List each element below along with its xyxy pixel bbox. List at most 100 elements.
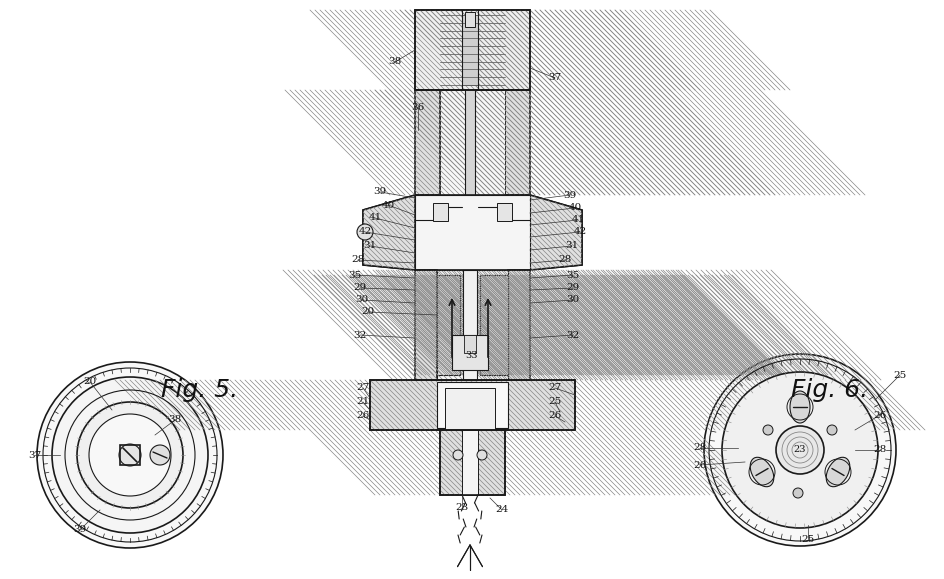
Circle shape <box>793 488 803 498</box>
Text: 27: 27 <box>357 383 370 393</box>
Text: 31: 31 <box>363 241 377 251</box>
Text: 20: 20 <box>83 378 96 387</box>
Bar <box>440 430 505 495</box>
Text: 35: 35 <box>566 270 580 280</box>
Text: 35: 35 <box>348 270 362 280</box>
Text: 23: 23 <box>794 445 806 455</box>
Text: 30: 30 <box>566 295 580 305</box>
Text: 37: 37 <box>28 450 42 460</box>
Text: 36: 36 <box>412 104 425 112</box>
Text: 39: 39 <box>374 188 387 196</box>
Bar <box>415 10 530 90</box>
Ellipse shape <box>750 457 774 487</box>
Ellipse shape <box>826 457 850 487</box>
Circle shape <box>150 445 170 465</box>
Text: 25: 25 <box>548 398 562 406</box>
Bar <box>440 90 505 195</box>
Bar <box>462 430 478 495</box>
Text: 31: 31 <box>565 241 579 251</box>
Text: 39: 39 <box>74 526 87 534</box>
Polygon shape <box>363 195 415 270</box>
Text: 40: 40 <box>568 203 582 212</box>
Text: 28: 28 <box>351 255 364 265</box>
Text: 28: 28 <box>558 255 572 265</box>
Text: 24: 24 <box>496 505 509 515</box>
Bar <box>415 90 440 195</box>
Bar <box>415 195 530 270</box>
Bar <box>463 270 477 380</box>
Text: 42: 42 <box>573 228 586 236</box>
Bar <box>505 90 530 195</box>
Text: 21: 21 <box>357 398 370 406</box>
Text: 29: 29 <box>566 284 580 292</box>
Circle shape <box>734 384 866 516</box>
Text: 32: 32 <box>566 331 580 339</box>
Circle shape <box>704 354 896 546</box>
Bar <box>415 90 440 195</box>
Circle shape <box>52 377 208 533</box>
Bar <box>415 270 437 380</box>
Text: 20: 20 <box>362 307 375 317</box>
Text: 32: 32 <box>353 331 366 339</box>
Bar <box>480 275 508 375</box>
Bar <box>452 335 488 370</box>
Circle shape <box>77 402 183 508</box>
Text: 23: 23 <box>455 504 468 512</box>
Ellipse shape <box>790 391 810 423</box>
Text: 41: 41 <box>368 214 381 222</box>
Bar <box>370 380 575 430</box>
Bar <box>415 270 437 380</box>
Bar <box>464 335 476 353</box>
Text: Fig. 5.: Fig. 5. <box>161 378 239 402</box>
Text: 27: 27 <box>548 383 562 393</box>
Bar <box>505 10 530 90</box>
Circle shape <box>776 426 824 474</box>
Text: 41: 41 <box>571 215 584 225</box>
Bar <box>437 382 508 428</box>
Circle shape <box>827 425 837 435</box>
Circle shape <box>477 450 487 460</box>
Text: 39: 39 <box>564 190 577 200</box>
Text: 25: 25 <box>893 371 906 379</box>
Text: 38: 38 <box>388 57 401 67</box>
Text: 42: 42 <box>359 228 372 236</box>
Bar <box>505 90 530 195</box>
Text: 28: 28 <box>873 445 886 455</box>
Text: 26: 26 <box>548 412 562 420</box>
Polygon shape <box>530 195 582 270</box>
Bar <box>437 275 460 375</box>
Text: 26: 26 <box>873 411 886 420</box>
Text: 30: 30 <box>355 295 368 305</box>
Circle shape <box>357 224 373 240</box>
Bar <box>437 275 460 375</box>
Bar <box>465 12 475 27</box>
Text: 37: 37 <box>548 74 562 82</box>
Bar <box>508 270 530 380</box>
Text: 25: 25 <box>801 536 815 544</box>
Text: Fig. 6.: Fig. 6. <box>791 378 868 402</box>
Bar <box>465 90 475 195</box>
Bar <box>415 10 440 90</box>
Circle shape <box>89 414 171 496</box>
Bar <box>437 270 508 380</box>
Text: 26: 26 <box>694 460 707 470</box>
Bar <box>497 203 512 221</box>
Text: 29: 29 <box>353 284 366 292</box>
Bar <box>508 270 530 380</box>
Text: 28: 28 <box>694 444 707 453</box>
Circle shape <box>763 425 773 435</box>
Bar <box>445 388 495 430</box>
Bar <box>462 15 478 85</box>
Bar <box>480 275 508 375</box>
Circle shape <box>37 362 223 548</box>
Circle shape <box>453 450 463 460</box>
Text: 38: 38 <box>168 416 181 424</box>
Bar <box>433 203 448 221</box>
Bar <box>440 430 505 495</box>
Circle shape <box>722 372 878 528</box>
Text: 33: 33 <box>465 351 479 361</box>
Text: 40: 40 <box>381 200 395 210</box>
Bar <box>370 380 575 430</box>
Bar <box>120 445 140 465</box>
Text: 26: 26 <box>357 412 370 420</box>
